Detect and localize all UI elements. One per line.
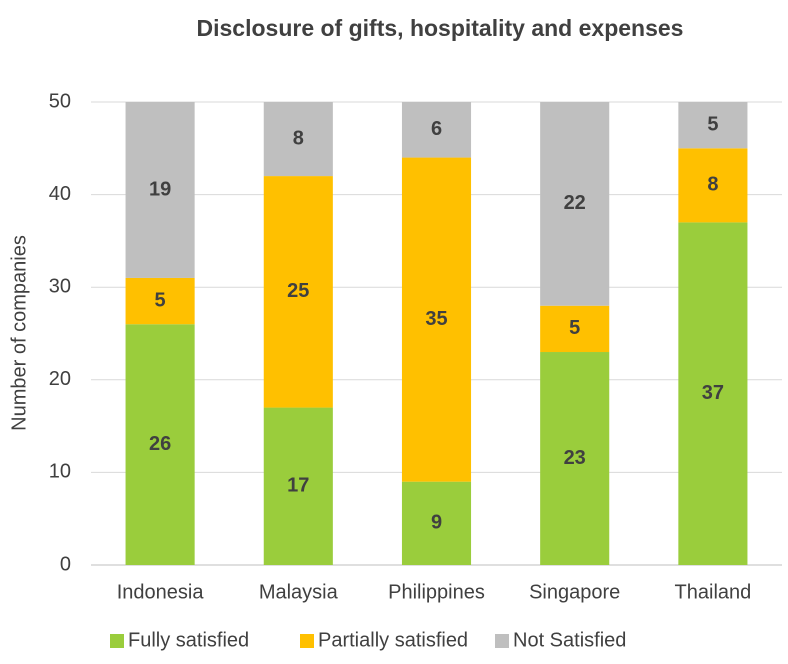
data-label: 6	[431, 118, 442, 140]
data-label: 23	[564, 447, 586, 469]
bar-segment	[678, 148, 748, 223]
y-tick-label: 40	[49, 183, 71, 205]
bar-segment	[401, 481, 472, 565]
y-tick-label: 30	[49, 275, 71, 297]
x-tick-label: Philippines	[388, 581, 485, 603]
x-tick-label: Singapore	[529, 581, 620, 603]
bar-segment	[540, 305, 610, 353]
bar-segment	[125, 277, 195, 325]
data-label: 37	[702, 382, 724, 404]
y-tick-label: 10	[49, 461, 71, 483]
data-label: 25	[287, 280, 309, 302]
data-label: 5	[155, 289, 166, 311]
data-label: 5	[707, 113, 718, 135]
data-label: 22	[564, 192, 586, 214]
data-label: 8	[293, 127, 304, 149]
legend-swatch	[110, 634, 124, 648]
bar-segment	[263, 407, 333, 565]
data-label: 26	[149, 433, 171, 455]
bar-segment	[125, 324, 195, 565]
y-tick-label: 0	[60, 553, 71, 575]
bar-segment	[540, 352, 610, 565]
y-axis-label: Number of companies	[8, 235, 30, 431]
data-label: 9	[431, 512, 442, 534]
chart-title: Disclosure of gifts, hospitality and exp…	[197, 15, 684, 41]
bar-segment	[401, 102, 472, 158]
y-tick-label: 50	[49, 90, 71, 112]
bar-segment	[678, 102, 748, 149]
bar-segment	[263, 102, 333, 177]
data-label: 17	[287, 475, 309, 497]
bar-segment	[540, 102, 610, 306]
x-tick-label: Malaysia	[259, 581, 339, 603]
legend-label: Not Satisfied	[513, 629, 626, 651]
bar-segment	[263, 176, 333, 408]
y-tick-label: 20	[49, 368, 71, 390]
legend-swatch	[495, 634, 509, 648]
x-tick-label: Thailand	[675, 581, 752, 603]
data-label: 19	[149, 178, 171, 200]
x-tick-label: Indonesia	[117, 581, 205, 603]
data-label: 35	[425, 308, 447, 330]
legend-swatch	[300, 634, 314, 648]
bar-segment	[678, 222, 748, 565]
bar-segment	[401, 157, 472, 482]
data-label: 5	[569, 317, 580, 339]
legend-label: Partially satisfied	[318, 629, 468, 651]
legend-label: Fully satisfied	[128, 629, 249, 651]
data-label: 8	[707, 174, 718, 196]
bar-segment	[125, 102, 195, 278]
